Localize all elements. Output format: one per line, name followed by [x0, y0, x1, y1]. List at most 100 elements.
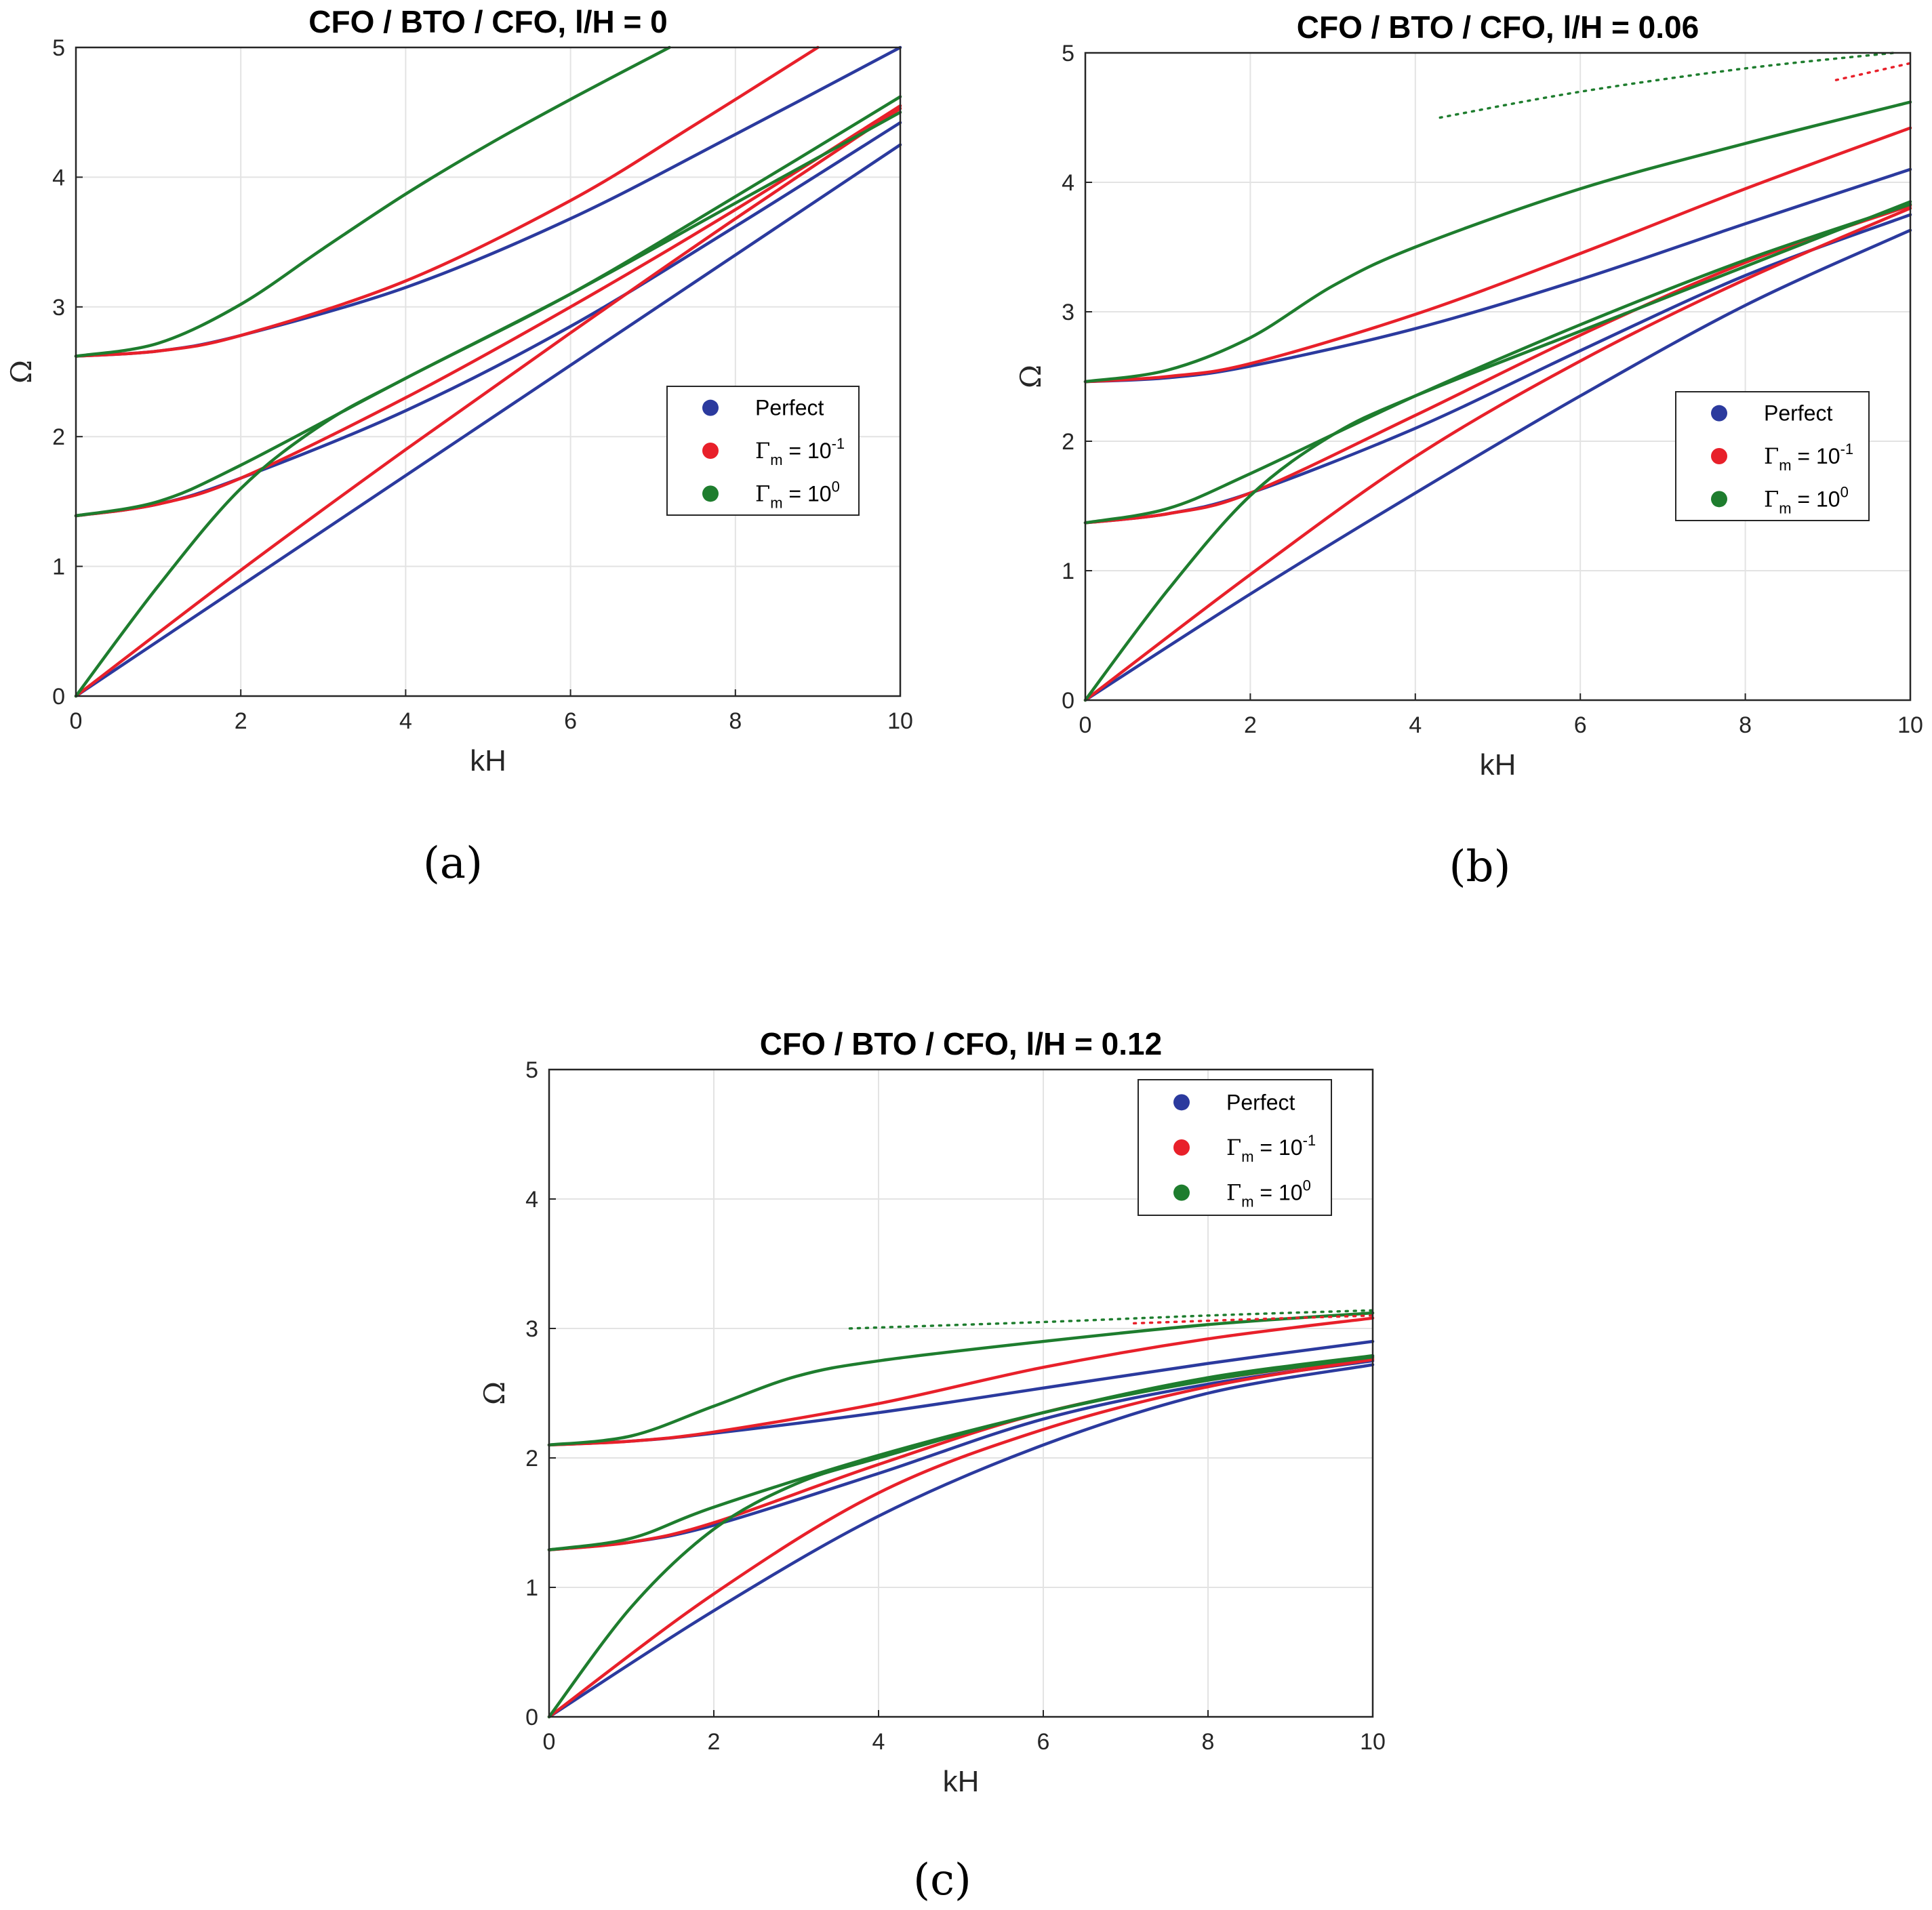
legend-subscript: m: [770, 451, 782, 468]
chart-title: CFO / BTO / CFO, l/H = 0: [308, 4, 668, 39]
legend-label-gamma_m1: Γm = 10-1: [755, 435, 845, 468]
panel-caption: (c): [913, 1855, 971, 1905]
chart-title: CFO / BTO / CFO, l/H = 0.12: [760, 1026, 1162, 1061]
legend-gamma: Γ: [1764, 486, 1779, 512]
legend-superscript: 0: [1840, 483, 1849, 500]
legend-box: [1138, 1079, 1332, 1216]
y-tick-label: 0: [1062, 688, 1074, 714]
series-line-gamma_0-7: [547, 1354, 1375, 1551]
y-tick-label: 4: [1062, 170, 1074, 196]
x-tick-label: 8: [1739, 712, 1752, 738]
legend-marker-perfect: [1173, 1094, 1190, 1111]
legend-subscript: m: [1779, 500, 1791, 516]
y-tick-label: 2: [1062, 429, 1074, 455]
series-line-perfect-0: [1083, 228, 1912, 702]
series-line-gamma_m1-5: [1083, 126, 1912, 384]
y-tick-label: 4: [525, 1187, 538, 1213]
series-line-gamma_m1-4: [74, 104, 902, 518]
y-tick-label: 5: [52, 35, 65, 61]
legend-subscript: m: [1779, 457, 1791, 474]
series-line-gamma_m1-3: [74, 106, 902, 698]
x-tick-label: 2: [1244, 712, 1257, 738]
series-line-gamma_0-9: [1438, 52, 1895, 119]
x-tick-label: 2: [235, 708, 247, 734]
legend-eq: = 10: [1792, 444, 1840, 468]
x-tick-label: 6: [1037, 1729, 1050, 1755]
x-tick-label: 10: [1360, 1729, 1386, 1755]
legend-label-perfect: Perfect: [755, 396, 824, 420]
y-tick-label: 1: [52, 554, 65, 580]
legend-subscript: m: [1241, 1148, 1253, 1165]
legend-subscript: m: [770, 494, 782, 511]
legend-label-perfect: Perfect: [1764, 401, 1832, 426]
series-line-perfect-0: [74, 143, 902, 698]
legend-gamma: Γ: [1226, 1135, 1241, 1160]
series-line-gamma_0-9: [848, 1309, 1374, 1330]
y-axis-label: Ω: [478, 1381, 511, 1405]
axes-frame: [75, 46, 902, 697]
legend-marker-gamma_m1: [702, 443, 719, 459]
series-line-gamma_0-6: [547, 1355, 1375, 1719]
legend-label-gamma_0: Γm = 100: [755, 478, 840, 511]
y-tick-label: 3: [525, 1316, 538, 1342]
series-line-gamma_m1-5: [74, 45, 820, 358]
legend-superscript: 0: [832, 478, 840, 495]
series-line-gamma_0-8: [74, 45, 671, 358]
y-tick-label: 2: [525, 1446, 538, 1471]
legend-subscript: m: [1241, 1194, 1253, 1211]
x-tick-label: 0: [543, 1729, 556, 1755]
x-tick-label: 10: [887, 708, 913, 734]
chart-panel-c: 0 2 4 6 8 10 0 1 2 3 4 5 CFO / BTO / CFO, l/H = 0.12…: [478, 1026, 1386, 1905]
x-axis-label: kH: [943, 1765, 980, 1798]
legend: Perfect Γm = 10-1 Γm = 100: [1675, 391, 1870, 521]
y-tick-label: 2: [52, 424, 65, 450]
x-tick-label: 0: [1079, 712, 1092, 738]
legend-marker-gamma_m1: [1173, 1139, 1190, 1156]
chart-panel-b: 0 2 4 6 8 10 0 1 2 3 4 5 CFO / BTO / CFO, l/H = 0.06…: [1014, 9, 1923, 892]
y-tick-label: 1: [1062, 558, 1074, 584]
panel-caption: (b): [1449, 842, 1511, 892]
x-tick-label: 2: [708, 1729, 721, 1755]
legend-superscript: -1: [832, 435, 845, 452]
axes-frame: [548, 1068, 1374, 1718]
x-tick-label: 6: [564, 708, 577, 734]
x-tick-label: 10: [1897, 712, 1923, 738]
panel-caption: (a): [423, 838, 483, 889]
chart-title: CFO / BTO / CFO, l/H = 0.06: [1297, 9, 1699, 45]
legend-eq: = 10: [1792, 487, 1840, 511]
legend-label-gamma_0: Γm = 100: [1764, 483, 1849, 516]
x-axis-label: kH: [470, 744, 506, 777]
legend-box: [666, 386, 860, 516]
legend-eq: = 10: [1254, 1181, 1303, 1205]
legend-label-gamma_m1: Γm = 10-1: [1226, 1132, 1316, 1165]
legend-marker-gamma_0: [1711, 491, 1727, 508]
y-tick-label: 1: [525, 1575, 538, 1601]
legend-eq: = 10: [783, 439, 832, 463]
legend-eq: = 10: [1254, 1135, 1303, 1160]
y-axis-label: Ω: [5, 360, 38, 384]
y-tick-label: 5: [1062, 41, 1074, 66]
legend-marker-perfect: [1711, 405, 1727, 422]
legend-label-gamma_m1: Γm = 10-1: [1764, 441, 1853, 474]
legend-marker-gamma_0: [1173, 1184, 1190, 1201]
legend-label-gamma_0: Γm = 100: [1226, 1177, 1311, 1211]
series-line-gamma_m1-5: [547, 1316, 1375, 1447]
y-axis-label: Ω: [1014, 365, 1047, 388]
legend-superscript: 0: [1303, 1177, 1311, 1194]
legend-superscript: -1: [1303, 1132, 1316, 1149]
x-tick-label: 8: [729, 708, 742, 734]
y-tick-label: 4: [52, 165, 65, 190]
x-tick-label: 4: [872, 1729, 885, 1755]
chart-panel-a: 0 2 4 6 8 10 0 1 2 3 4 5 CFO / BTO / CFO, l/H = 0 kH Ω…: [5, 4, 913, 889]
series-line-gamma_0-7: [74, 95, 902, 518]
series-line-gamma_0-8: [1083, 100, 1912, 384]
legend-gamma: Γ: [755, 481, 770, 506]
legend-marker-gamma_0: [702, 485, 719, 502]
x-tick-label: 4: [1409, 712, 1422, 738]
y-tick-label: 0: [52, 684, 65, 710]
legend-eq: = 10: [783, 481, 832, 506]
x-tick-label: 4: [399, 708, 412, 734]
series-line-gamma_m1-10: [1132, 1314, 1374, 1325]
x-tick-label: 0: [70, 708, 83, 734]
